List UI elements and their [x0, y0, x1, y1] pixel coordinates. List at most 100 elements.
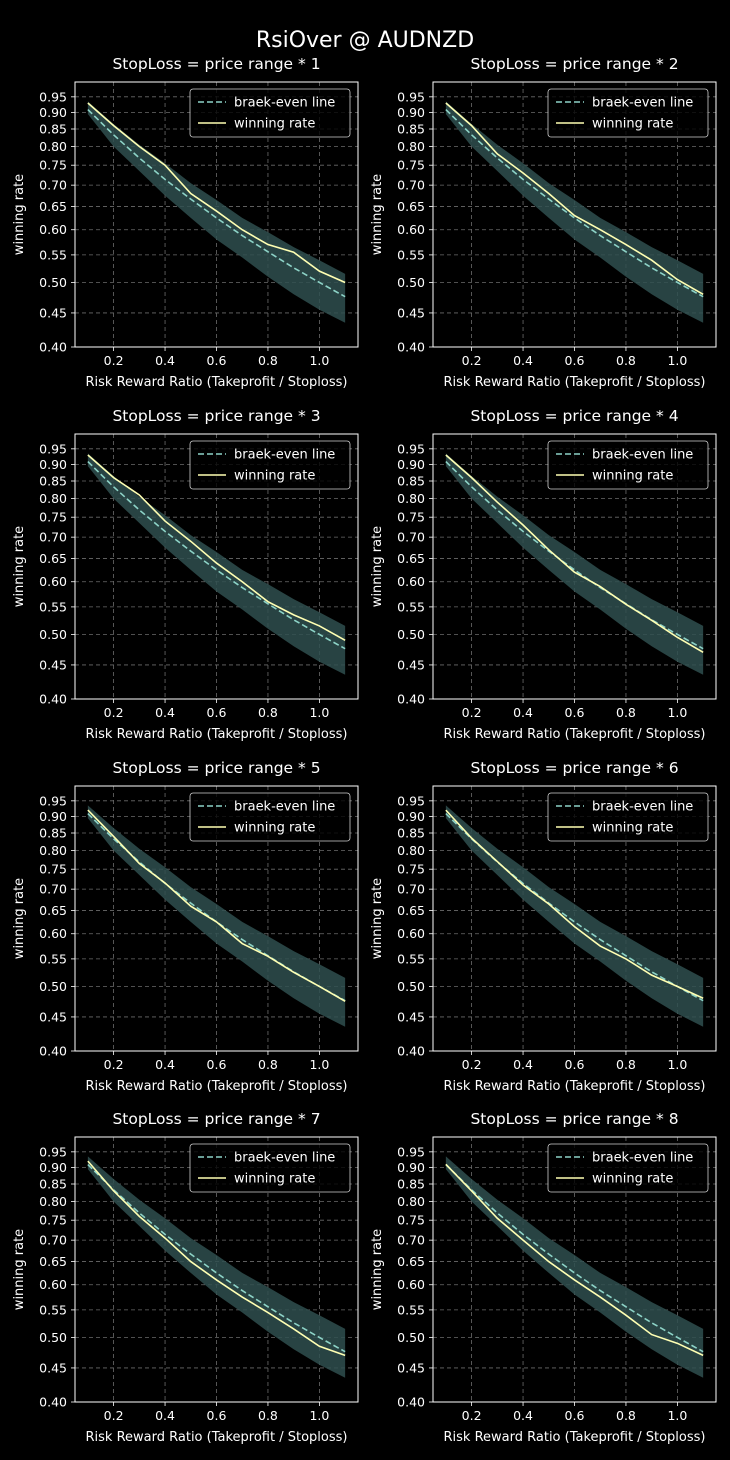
y-tick-label: 0.80 [397, 139, 425, 154]
x-axis-label: Risk Reward Ratio (Takeprofit / Stoploss… [86, 727, 348, 742]
y-tick-label: 0.55 [39, 951, 67, 966]
x-tick-label: 0.6 [565, 1408, 585, 1423]
y-tick-label: 0.45 [39, 1009, 67, 1024]
x-tick-label: 0.2 [104, 705, 124, 720]
axes-frame [432, 81, 717, 348]
y-tick-label: 0.90 [39, 105, 67, 120]
y-axis-label: winning rate [12, 878, 27, 959]
axes-frame [74, 433, 359, 700]
legend-label: winning rate [592, 469, 673, 484]
y-tick-label: 0.45 [39, 657, 67, 672]
y-tick-label: 0.50 [39, 275, 67, 290]
legend-label: winning rate [592, 117, 673, 132]
x-tick-label: 0.4 [513, 1057, 533, 1072]
legend-label: braek-even line [234, 800, 335, 815]
x-tick-label: 0.8 [258, 353, 278, 368]
y-tick-label: 0.65 [397, 199, 425, 214]
y-tick-label: 0.40 [39, 1395, 67, 1410]
x-tick-label: 0.6 [565, 1057, 585, 1072]
y-tick-label: 0.65 [39, 903, 67, 918]
x-tick-label: 0.2 [462, 705, 482, 720]
x-tick-label: 1.0 [309, 1408, 329, 1423]
y-tick-label: 0.75 [39, 158, 67, 173]
x-tick-label: 0.6 [207, 1408, 227, 1423]
y-tick-label: 0.40 [39, 1044, 67, 1059]
x-tick-label: 0.8 [616, 1057, 636, 1072]
panel-4: StopLoss = price range * 4 0.40 0.45 0.50 0.… [370, 407, 717, 742]
panel-1: StopLoss = price range * 1 0.40 0.45 0.50 0.… [12, 55, 359, 390]
x-axis-label: Risk Reward Ratio (Takeprofit / Stoploss… [86, 1430, 348, 1445]
y-tick-label: 0.70 [397, 178, 425, 193]
x-tick-label: 0.4 [155, 1057, 175, 1072]
y-tick-label: 0.90 [397, 457, 425, 472]
legend-label: winning rate [592, 1172, 673, 1187]
x-tick-label: 0.2 [462, 353, 482, 368]
winning-rate-line [445, 809, 704, 999]
y-tick-label: 0.75 [39, 1213, 67, 1228]
y-tick-label: 0.50 [39, 627, 67, 642]
y-axis-label: winning rate [370, 1229, 385, 1310]
axes-frame [432, 433, 717, 700]
confidence-band [445, 453, 704, 675]
x-tick-label: 0.8 [616, 705, 636, 720]
y-tick-label: 0.55 [39, 599, 67, 614]
x-tick-label: 0.6 [565, 353, 585, 368]
legend-label: braek-even line [234, 96, 335, 111]
y-tick-label: 0.95 [397, 89, 425, 104]
legend: braek-even line winning rate [189, 1143, 351, 1193]
confidence-band [445, 805, 704, 1027]
x-tick-label: 0.4 [155, 353, 175, 368]
x-tick-label: 0.4 [155, 705, 175, 720]
y-tick-label: 0.65 [39, 199, 67, 214]
winning-rate-line [87, 454, 346, 642]
y-axis-label: winning rate [12, 526, 27, 607]
legend-box [189, 1143, 351, 1193]
y-axis-label: winning rate [370, 878, 385, 959]
panel-8: StopLoss = price range * 8 0.40 0.45 0.50 0.… [370, 1110, 717, 1445]
winning-rate-line [87, 809, 346, 1002]
x-tick-label: 0.6 [207, 705, 227, 720]
y-axis-label: winning rate [12, 1229, 27, 1310]
x-tick-label: 1.0 [309, 353, 329, 368]
y-axis-label: winning rate [12, 174, 27, 255]
legend-label: winning rate [234, 469, 315, 484]
x-tick-label: 0.4 [155, 1408, 175, 1423]
y-tick-label: 0.45 [397, 657, 425, 672]
panel-title: StopLoss = price range * 2 [470, 55, 678, 73]
y-axis-label: winning rate [370, 174, 385, 255]
y-tick-label: 0.95 [39, 793, 67, 808]
y-tick-label: 0.75 [397, 158, 425, 173]
x-axis-label: Risk Reward Ratio (Takeprofit / Stoploss… [444, 1079, 706, 1094]
x-tick-label: 0.6 [207, 1057, 227, 1072]
axes-frame [74, 785, 359, 1052]
legend: braek-even line winning rate [189, 88, 351, 138]
x-tick-label: 1.0 [667, 705, 687, 720]
x-axis-label: Risk Reward Ratio (Takeprofit / Stoploss… [444, 1430, 706, 1445]
y-tick-label: 0.90 [397, 105, 425, 120]
legend: braek-even line winning rate [189, 440, 351, 490]
x-tick-label: 0.6 [207, 353, 227, 368]
y-tick-label: 0.70 [397, 1233, 425, 1248]
y-tick-label: 0.45 [397, 1009, 425, 1024]
legend-box [547, 792, 709, 842]
y-tick-label: 0.50 [397, 1330, 425, 1345]
confidence-band [87, 805, 346, 1027]
y-axis-label: winning rate [370, 526, 385, 607]
x-tick-label: 0.8 [258, 1057, 278, 1072]
winning-rate-line [87, 102, 346, 284]
y-tick-label: 0.60 [39, 1277, 67, 1292]
x-tick-label: 0.2 [104, 1408, 124, 1423]
legend-label: braek-even line [234, 448, 335, 463]
y-tick-label: 0.85 [397, 826, 425, 841]
y-tick-label: 0.40 [397, 1395, 425, 1410]
y-tick-label: 0.55 [39, 1302, 67, 1317]
x-axis-label: Risk Reward Ratio (Takeprofit / Stoploss… [86, 1079, 348, 1094]
y-tick-label: 0.75 [39, 510, 67, 525]
winning-rate-line [445, 102, 704, 295]
x-tick-label: 0.2 [104, 1057, 124, 1072]
y-tick-label: 0.55 [397, 599, 425, 614]
legend-box [547, 440, 709, 490]
y-tick-label: 0.70 [39, 178, 67, 193]
legend-label: winning rate [234, 821, 315, 836]
legend-box [189, 88, 351, 138]
